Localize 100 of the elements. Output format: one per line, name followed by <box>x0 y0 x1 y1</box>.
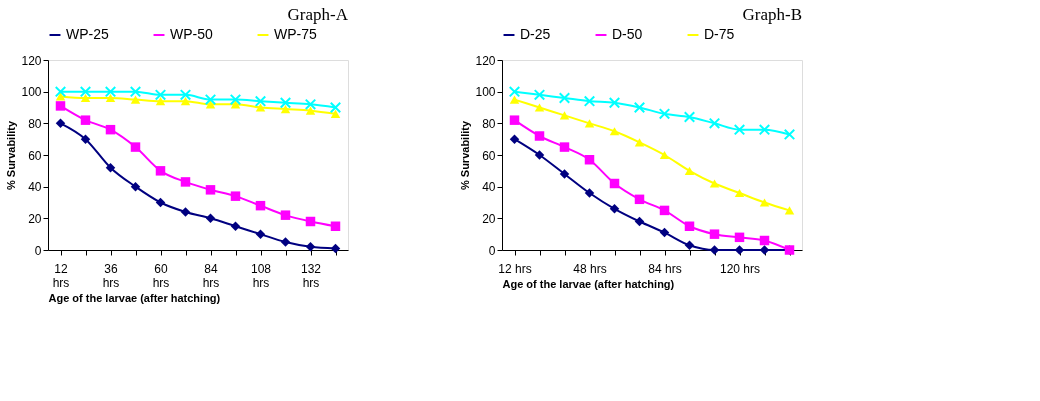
point <box>205 100 216 109</box>
point <box>534 103 545 112</box>
point <box>154 89 167 101</box>
point <box>609 204 620 214</box>
x-tick-label: 48 hrs <box>573 261 607 276</box>
y-axis-title: % Survability <box>5 120 18 191</box>
point <box>280 237 291 247</box>
point <box>155 197 166 208</box>
point <box>255 200 266 211</box>
point <box>708 117 721 130</box>
point <box>659 205 670 216</box>
point <box>80 134 91 144</box>
point <box>584 119 595 128</box>
point <box>204 93 217 106</box>
x-tick-label: 84 hrs <box>202 261 220 290</box>
point <box>230 221 241 231</box>
point <box>709 229 720 239</box>
point <box>179 89 192 101</box>
point <box>734 188 745 198</box>
point <box>634 138 645 147</box>
point <box>304 98 317 111</box>
point <box>130 142 141 152</box>
point <box>255 229 266 239</box>
point <box>105 162 116 173</box>
y-tick-label: 80 <box>28 116 42 131</box>
y-tick-label: 0 <box>488 243 496 258</box>
point <box>534 131 545 141</box>
point <box>684 240 695 250</box>
x-axis-title: Age of the larvae (after hatching) <box>502 277 675 290</box>
point <box>305 216 316 227</box>
point <box>180 207 191 217</box>
y-tick-label: 100 <box>475 85 496 100</box>
point <box>508 85 521 98</box>
point <box>330 221 341 231</box>
point <box>155 97 166 106</box>
point <box>684 166 695 175</box>
point <box>105 93 116 103</box>
point <box>759 198 770 207</box>
x-tick-label: 12 hrs <box>52 261 70 290</box>
point <box>758 123 771 136</box>
point <box>55 92 66 101</box>
y-tick-label: 20 <box>482 211 496 226</box>
point <box>683 111 696 123</box>
point <box>129 85 142 98</box>
point <box>230 191 241 201</box>
y-tick-label: 120 <box>475 53 496 68</box>
chart-title: Graph-B <box>742 5 802 24</box>
point <box>759 235 770 246</box>
point <box>330 109 341 118</box>
point <box>130 95 141 104</box>
point <box>559 169 570 179</box>
legend-label: WP-25 <box>66 26 109 42</box>
chart-title: Graph-A <box>287 5 349 24</box>
y-tick-label: 40 <box>482 180 496 195</box>
x-tick-label: 60 hrs <box>152 261 170 290</box>
x-axis-title: Age of the larvae (after hatching) <box>48 291 221 304</box>
point <box>254 95 267 107</box>
point <box>783 128 796 141</box>
point <box>79 85 92 98</box>
point <box>329 101 342 114</box>
x-tick-label: 84 hrs <box>648 261 682 276</box>
point <box>80 115 91 125</box>
y-tick-label: 40 <box>28 180 42 195</box>
point <box>509 134 520 144</box>
y-tick-label: 60 <box>482 148 496 163</box>
y-tick-label: 0 <box>34 243 42 258</box>
x-tick-label: 12 hrs <box>498 261 532 276</box>
point <box>130 181 141 192</box>
point <box>230 100 241 109</box>
point <box>709 179 720 188</box>
point <box>255 103 266 112</box>
point <box>659 227 670 238</box>
point <box>205 213 216 224</box>
y-axis-title: % Survability <box>459 120 472 191</box>
point <box>155 166 166 176</box>
point <box>105 124 116 135</box>
legend-label: D-25 <box>520 26 551 42</box>
point <box>229 93 242 106</box>
point <box>583 95 596 107</box>
point <box>608 97 621 109</box>
point <box>609 178 620 189</box>
point <box>305 106 316 115</box>
point <box>54 85 67 98</box>
point <box>205 185 216 195</box>
point <box>634 216 645 227</box>
y-tick-label: 60 <box>28 148 42 163</box>
point <box>684 221 695 231</box>
point <box>533 89 546 101</box>
point <box>709 245 720 255</box>
point <box>55 118 66 129</box>
point <box>280 210 291 220</box>
point <box>305 242 316 252</box>
legend-label: D-75 <box>704 26 735 42</box>
point <box>509 95 520 104</box>
point <box>104 85 117 98</box>
point <box>80 93 91 103</box>
legend-label: D-50 <box>612 26 643 42</box>
point <box>279 97 292 109</box>
point <box>784 206 795 215</box>
point <box>509 115 520 125</box>
